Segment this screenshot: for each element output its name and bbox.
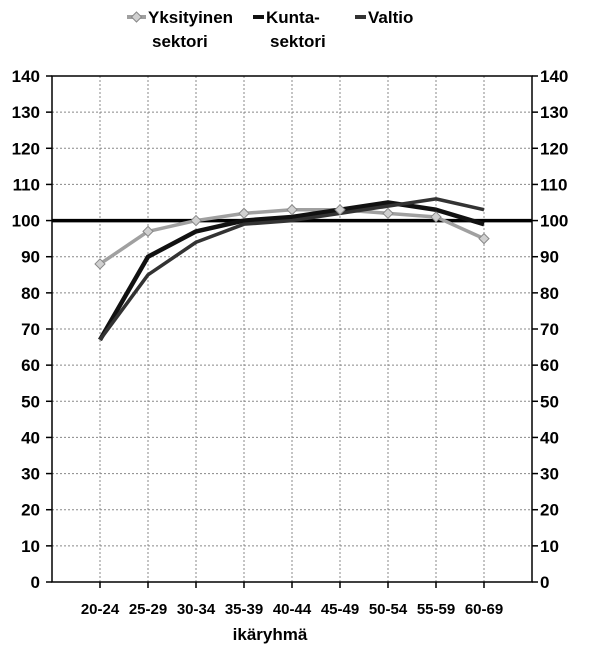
y-tick-label-right: 50: [540, 392, 559, 411]
y-tick-label-left: 30: [21, 465, 40, 484]
data-point: [191, 216, 201, 226]
y-tick-label-left: 10: [21, 537, 40, 556]
y-tick-label-right: 100: [540, 212, 568, 231]
y-tick-label-right: 20: [540, 501, 559, 520]
y-tick-label-left: 90: [21, 248, 40, 267]
y-tick-label-left: 130: [12, 103, 40, 122]
y-tick-label-left: 40: [21, 428, 40, 447]
y-tick-label-right: 30: [540, 465, 559, 484]
y-tick-label-left: 120: [12, 139, 40, 158]
chart-axes: 0 0 10 10 20 20 30 30 40 40 50 50 60 60 70 70 80 80 90 90 10…: [12, 67, 569, 618]
x-tick-label: 35-39: [225, 601, 263, 618]
y-tick-label-right: 130: [540, 103, 568, 122]
y-tick-label-right: 40: [540, 428, 559, 447]
chart-grid: [52, 76, 532, 582]
y-tick-label-right: 0: [540, 573, 549, 592]
series-line: [100, 203, 484, 340]
x-tick-label: 55-59: [417, 601, 455, 618]
y-tick-label-left: 100: [12, 212, 40, 231]
x-axis-label: ikäryhmä: [233, 625, 308, 644]
legend: Yksityinen sektori Kunta-sektori Valtio: [127, 8, 413, 51]
x-tick-label: 60-69: [465, 601, 503, 618]
x-tick-label: 50-54: [369, 601, 408, 618]
data-point: [287, 205, 297, 215]
y-tick-label-left: 140: [12, 67, 40, 86]
y-tick-label-right: 80: [540, 284, 559, 303]
x-tick-label: 30-34: [177, 601, 216, 618]
y-tick-label-right: 140: [540, 67, 568, 86]
legend-label: Yksityinen: [148, 8, 233, 27]
y-tick-label-left: 50: [21, 392, 40, 411]
y-tick-label-right: 110: [540, 175, 567, 194]
y-tick-label-right: 10: [540, 537, 559, 556]
y-tick-label-right: 70: [540, 320, 559, 339]
y-tick-label-left: 70: [21, 320, 40, 339]
y-tick-label-left: 110: [13, 175, 40, 194]
legend-label: Kunta-: [266, 8, 320, 27]
y-tick-label-left: 60: [21, 356, 40, 375]
y-tick-label-right: 90: [540, 248, 559, 267]
legend-marker: [132, 12, 142, 22]
legend-label: sektori: [270, 32, 326, 51]
x-tick-label: 20-24: [81, 601, 120, 618]
data-point: [383, 208, 393, 218]
y-tick-label-left: 80: [21, 284, 40, 303]
y-tick-label-left: 0: [31, 573, 40, 592]
data-point: [239, 208, 249, 218]
legend-label: sektori: [152, 32, 208, 51]
y-tick-label-right: 60: [540, 356, 559, 375]
legend-label: Valtio: [368, 8, 413, 27]
y-tick-label-right: 120: [540, 139, 568, 158]
y-tick-label-left: 20: [21, 501, 40, 520]
x-tick-label: 25-29: [129, 601, 167, 618]
x-tick-label: 40-44: [273, 601, 312, 618]
x-tick-label: 45-49: [321, 601, 359, 618]
